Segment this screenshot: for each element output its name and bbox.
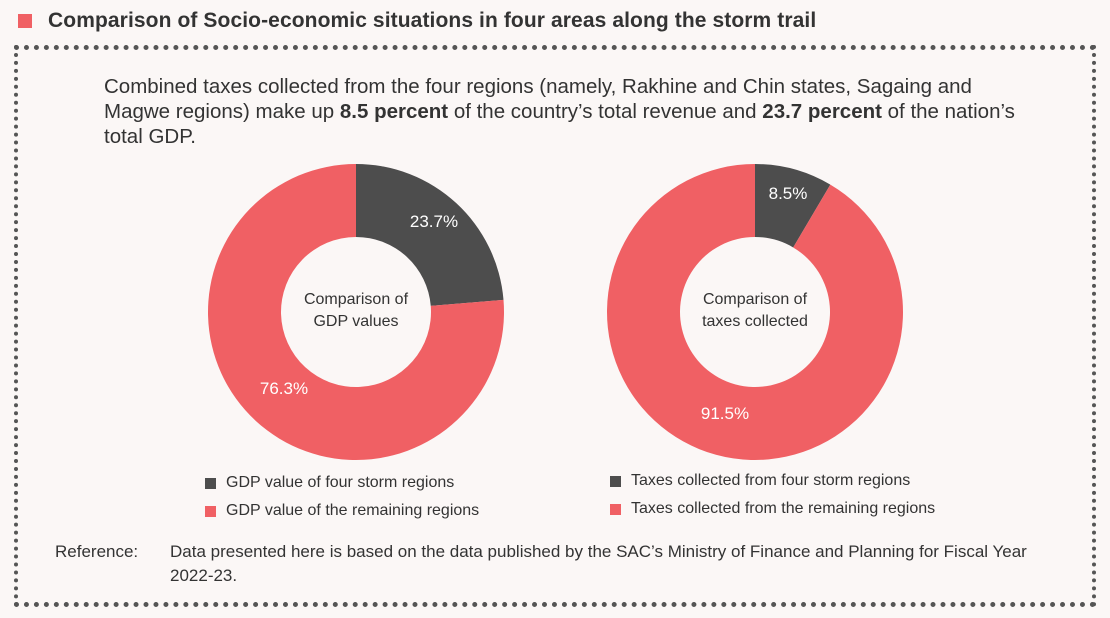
dotted-frame	[14, 45, 1096, 607]
legend-item: Taxes collected from four storm regions	[610, 467, 935, 495]
intro-text-2: of the country’s total revenue and	[448, 100, 763, 123]
title-bar: Comparison of Socio-economic situations …	[18, 8, 816, 34]
intro-paragraph: Combined taxes collected from the four r…	[104, 74, 1034, 149]
donut-center-label: taxes collected	[702, 313, 808, 330]
slice-value-label: 8.5%	[769, 184, 808, 203]
intro-highlight-taxes: 8.5 percent	[339, 100, 449, 123]
slice-value-label: 23.7%	[410, 212, 458, 231]
donut-slice	[755, 164, 831, 248]
legend-swatch	[205, 505, 216, 517]
slice-value-label: 76.3%	[260, 379, 308, 398]
legend-swatch	[205, 477, 216, 489]
reference-label: Reference:	[55, 542, 139, 561]
donut-center-label: GDP values	[313, 313, 398, 330]
legend-item: Taxes collected from the remaining regio…	[610, 495, 935, 523]
legend-label: GDP value of four storm regions	[226, 474, 455, 491]
legend-label: GDP value of the remaining regions	[226, 502, 480, 519]
slice-value-label: 91.5%	[701, 404, 749, 423]
legend-item: GDP value of the remaining regions	[205, 497, 479, 525]
intro-highlight-gdp: 23.7 percent	[762, 100, 882, 123]
donut-slice	[607, 164, 904, 461]
legend-item: GDP value of four storm regions	[205, 469, 479, 497]
legend-gdp: GDP value of four storm regions GDP valu…	[205, 469, 479, 525]
intro-text-1: Combined taxes collected from the four r…	[104, 75, 972, 123]
donut-center-label: Comparison of	[304, 291, 409, 308]
donut-slice	[356, 164, 504, 306]
legend-label: Taxes collected from the remaining regio…	[631, 500, 936, 517]
reference-text: Data presented here is based on the data…	[170, 542, 1027, 585]
page-title: Comparison of Socio-economic situations …	[48, 9, 817, 32]
legend-swatch	[610, 503, 621, 515]
legend-swatch	[610, 475, 621, 487]
donut-slice	[208, 164, 504, 461]
legend-label: Taxes collected from four storm regions	[631, 472, 911, 489]
legend-taxes: Taxes collected from four storm regions …	[610, 467, 935, 523]
donut-center-label: Comparison of	[703, 291, 808, 308]
intro-text-3: of the nation’s total GDP.	[104, 100, 1015, 148]
title-marker-icon	[18, 14, 32, 28]
